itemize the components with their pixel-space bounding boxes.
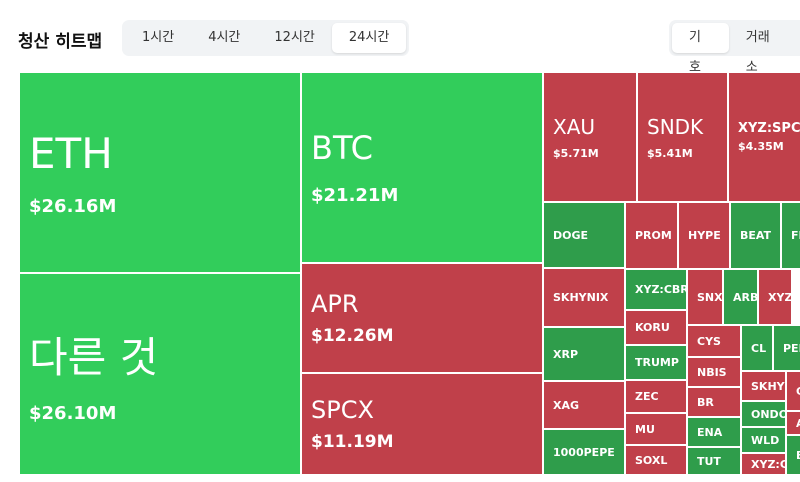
- page-title: 청산 히트맵: [18, 32, 103, 52]
- tile[interactable]: MU: [625, 413, 687, 445]
- tile-label: XAU: [553, 114, 596, 139]
- tile[interactable]: XYZ:: [758, 269, 792, 325]
- tile-value: $11.19M: [311, 432, 394, 452]
- tile[interactable]: XAU $5.71M: [543, 72, 637, 202]
- tile[interactable]: NBIS: [687, 357, 741, 387]
- tile[interactable]: SOXL: [625, 445, 687, 475]
- tile-label: CL: [751, 341, 767, 355]
- tile-value: $4.35M: [738, 140, 784, 153]
- tile-label: SPCX: [311, 396, 374, 424]
- tile[interactable]: ENA: [687, 417, 741, 447]
- tile-value: $5.41M: [647, 146, 693, 160]
- tile-label: WLD: [751, 433, 780, 447]
- tile[interactable]: SNX: [687, 269, 723, 325]
- tile[interactable]: HYPE: [678, 202, 730, 269]
- tile[interactable]: BEAT: [730, 202, 781, 269]
- tile[interactable]: SKHY: [741, 371, 786, 401]
- tile-label: TUT: [697, 454, 721, 468]
- tile-label: NBIS: [697, 365, 727, 379]
- tile[interactable]: XYZ:SPCX $4.35M: [728, 72, 800, 202]
- tile[interactable]: TRUMP: [625, 345, 687, 380]
- tile[interactable]: APR $12.26M: [301, 263, 543, 373]
- tile-value: $26.10M: [29, 403, 117, 424]
- tile-label: 1000PEPE: [553, 445, 615, 459]
- tile[interactable]: XRP: [543, 327, 625, 381]
- tile[interactable]: KORU: [625, 310, 687, 345]
- tile-label: TRUMP: [635, 356, 679, 369]
- tile[interactable]: SNDK $5.41M: [637, 72, 728, 202]
- group-tab[interactable]: 거래소: [745, 30, 770, 75]
- tile-label: KORU: [635, 321, 670, 334]
- tile-label: XYZ:CBRS: [635, 283, 686, 296]
- tile-label: 다른 것: [29, 333, 159, 382]
- time-tabs: 1시간 4시간 12시간 24시간: [122, 20, 410, 56]
- tile-label: XAG: [553, 398, 580, 412]
- tile[interactable]: ETH $26.16M: [19, 72, 301, 273]
- tile[interactable]: C: [786, 371, 800, 411]
- tile-label: FI: [791, 229, 800, 242]
- tile[interactable]: ZEC: [625, 380, 687, 413]
- tile-value: $12.26M: [311, 326, 394, 346]
- tile[interactable]: FI: [781, 202, 800, 269]
- tile-label: E: [796, 449, 800, 462]
- tile[interactable]: ARB: [723, 269, 758, 325]
- tile-label: SKHYNIX: [553, 291, 609, 304]
- tile-label: XYZ:: [768, 290, 792, 304]
- tile[interactable]: TUT: [687, 447, 741, 475]
- tile-label: ZEC: [635, 390, 659, 403]
- tile[interactable]: SPCX $11.19M: [301, 373, 543, 475]
- time-tab[interactable]: 24시간: [331, 23, 407, 53]
- tile[interactable]: ONDO: [741, 401, 786, 427]
- tile[interactable]: BR: [687, 387, 741, 417]
- tile-value: $26.16M: [29, 195, 117, 217]
- tile-label: A: [796, 417, 800, 430]
- tile-label: XRP: [553, 347, 579, 361]
- tile-label: SNX: [697, 290, 723, 304]
- tile-label: PROM: [635, 229, 672, 242]
- tile-label: SKHY: [751, 379, 785, 393]
- tile-label: XYZ:SPCX: [738, 121, 800, 136]
- tile-label: SOXL: [635, 453, 668, 467]
- tile-label: SNDK: [647, 114, 704, 139]
- tile-label: BTC: [311, 129, 373, 167]
- tile-label: C: [796, 385, 800, 398]
- tile-label: MU: [635, 422, 655, 436]
- tile-label: HYPE: [688, 229, 721, 242]
- tile-label: PER: [783, 341, 800, 355]
- group-tab[interactable]: 기호: [672, 23, 729, 75]
- tile-label: BEAT: [740, 229, 772, 242]
- tile[interactable]: DOGE: [543, 202, 625, 268]
- tile-label: BR: [697, 395, 714, 409]
- tile-value: $21.21M: [311, 185, 399, 206]
- tile[interactable]: 다른 것 $26.10M: [19, 273, 301, 475]
- tile-label: DOGE: [553, 228, 589, 242]
- tile-label: ETH: [29, 128, 113, 178]
- tile-label: CYS: [697, 334, 721, 348]
- tile[interactable]: WLD: [741, 427, 786, 453]
- tile-label: XYZ:C: [751, 457, 786, 471]
- tile-label: ENA: [697, 425, 723, 439]
- tile-value: $5.71M: [553, 146, 599, 160]
- tile[interactable]: E: [786, 435, 800, 475]
- tile[interactable]: CYS: [687, 325, 741, 357]
- tile[interactable]: XYZ:C: [741, 453, 786, 475]
- time-tab[interactable]: 4시간: [208, 30, 241, 45]
- tile[interactable]: XAG: [543, 381, 625, 429]
- tile-label: ONDO: [751, 407, 786, 421]
- tile-label: ARB: [733, 290, 758, 304]
- tile[interactable]: PROM: [625, 202, 678, 269]
- tile[interactable]: 1000PEPE: [543, 429, 625, 475]
- tile[interactable]: CL: [741, 325, 773, 371]
- tile-label: APR: [311, 290, 359, 318]
- time-tab[interactable]: 1시간: [142, 30, 175, 45]
- tile[interactable]: A: [786, 411, 800, 435]
- tile[interactable]: SKHYNIX: [543, 268, 625, 327]
- time-tab[interactable]: 12시간: [274, 30, 315, 45]
- tile[interactable]: XYZ:CBRS: [625, 269, 687, 310]
- group-tabs: 기호 거래소: [669, 20, 800, 75]
- tile[interactable]: BTC $21.21M: [301, 72, 543, 263]
- tile[interactable]: PER: [773, 325, 800, 371]
